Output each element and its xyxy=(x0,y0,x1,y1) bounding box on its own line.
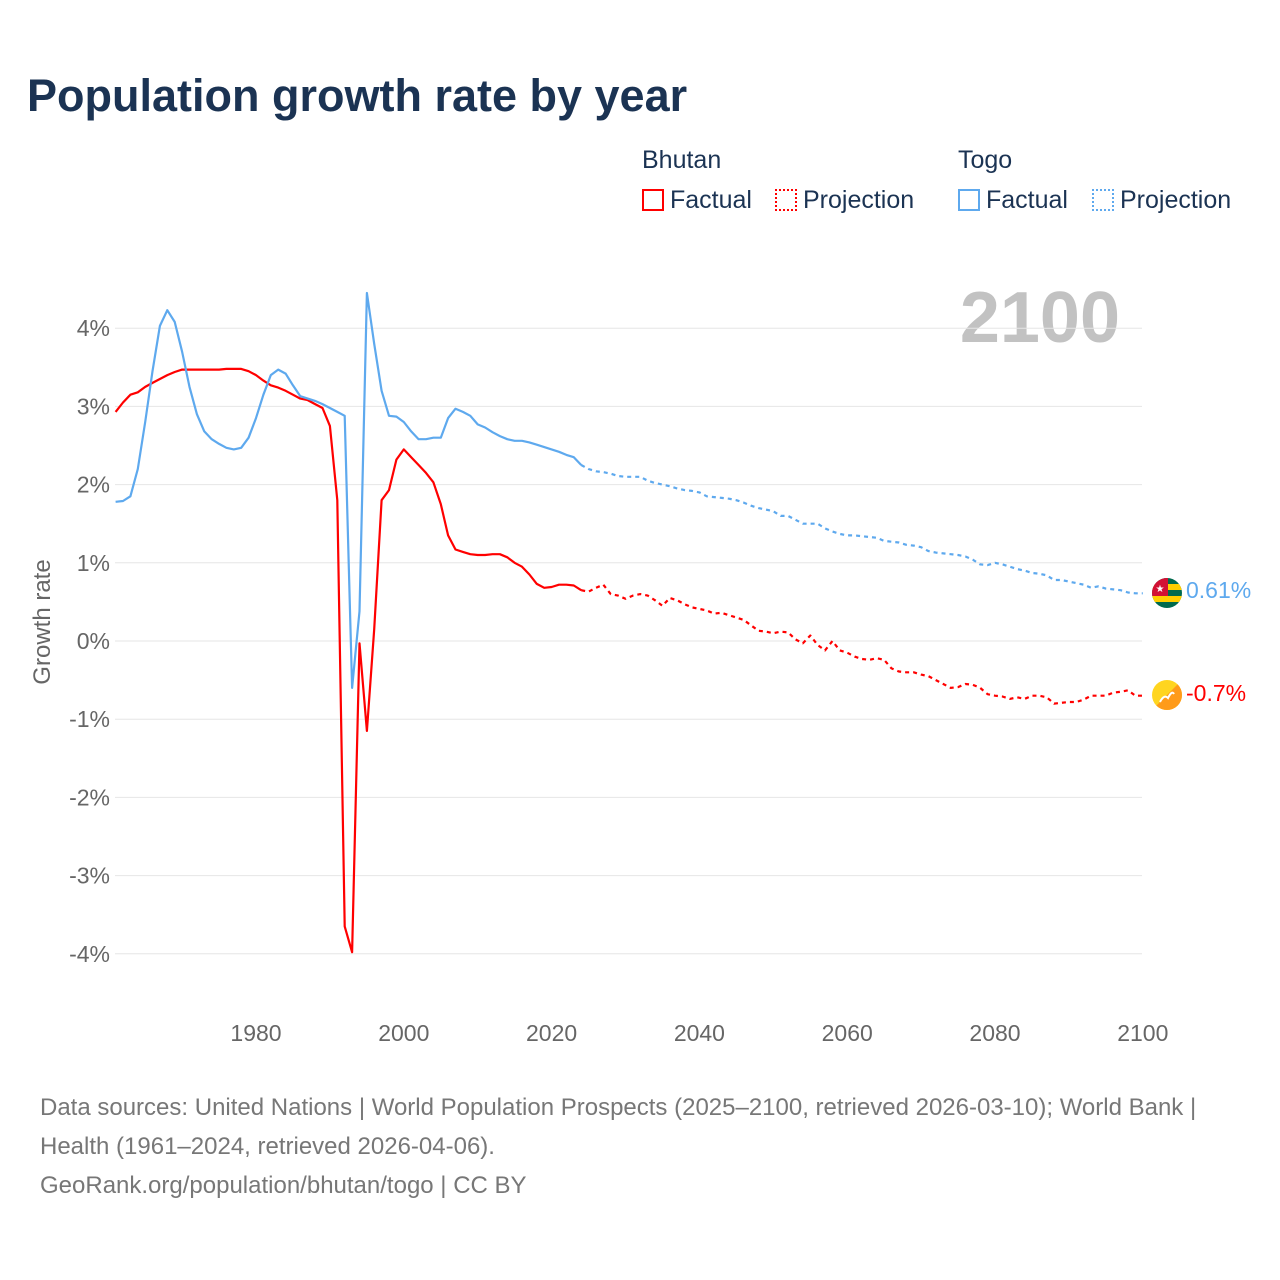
series-line-togo-projection xyxy=(580,464,1143,595)
x-tick-label: 2040 xyxy=(674,1020,725,1046)
legend-swatch xyxy=(642,189,664,211)
x-tick-label: 1980 xyxy=(230,1020,281,1046)
x-tick-label: 2080 xyxy=(969,1020,1020,1046)
data-sources: Data sources: United Nations | World Pop… xyxy=(40,1088,1240,1205)
y-tick-label: 3% xyxy=(77,393,110,419)
y-axis-label: Growth rate xyxy=(29,559,56,684)
sources-text: Data sources: United Nations | World Pop… xyxy=(40,1094,1197,1160)
legend-label: Factual xyxy=(670,186,752,214)
series-line-bhutan-factual xyxy=(114,367,582,954)
legend-label: Factual xyxy=(986,186,1068,214)
y-tick-label: 1% xyxy=(77,550,110,576)
legend-bhutan-factual[interactable]: Factual xyxy=(642,186,752,215)
x-tick-label: 2100 xyxy=(1117,1020,1168,1046)
bhutan-end-label: -0.7% xyxy=(1186,680,1246,706)
legend-label: Projection xyxy=(803,186,915,214)
y-tick-label: 0% xyxy=(77,628,110,654)
x-tick-label: 2000 xyxy=(378,1020,429,1046)
plot-area: 2100 4% 3% 2% 1% 0% -1% -2% -3% -4% 1980 2000 2020 2… xyxy=(29,278,1251,1046)
legend-bhutan-projection[interactable]: Projection xyxy=(775,186,914,215)
y-tick-label: -4% xyxy=(69,941,110,967)
x-tick-label: 2060 xyxy=(822,1020,873,1046)
y-tick-label: -2% xyxy=(69,784,110,810)
y-tick-label: -3% xyxy=(69,863,110,889)
y-tick-label: 4% xyxy=(77,315,110,341)
bhutan-flag-icon xyxy=(1152,680,1182,710)
legend-group-bhutan: Bhutan xyxy=(642,146,722,174)
y-tick-label: 2% xyxy=(77,472,110,498)
sources-link[interactable]: GeoRank.org/population/bhutan/togo | CC … xyxy=(40,1172,527,1199)
legend-togo-factual[interactable]: Factual xyxy=(958,186,1068,215)
x-tick-label: 2020 xyxy=(526,1020,577,1046)
y-tick-label: -1% xyxy=(69,706,110,732)
legend-label: Projection xyxy=(1120,186,1232,214)
legend-group-togo: Togo xyxy=(958,146,1013,174)
togo-flag-icon: ★ xyxy=(1152,578,1182,608)
togo-end-label: 0.61% xyxy=(1186,577,1251,603)
series-line-bhutan-projection xyxy=(580,583,1143,705)
page-title: Population growth rate by year xyxy=(27,70,688,121)
legend-swatch xyxy=(775,189,797,211)
svg-text:★: ★ xyxy=(1156,584,1165,595)
legend-swatch xyxy=(958,189,980,211)
series-line-togo-factual xyxy=(115,291,582,690)
legend-swatch xyxy=(1092,189,1114,211)
year-watermark: 2100 xyxy=(960,278,1120,358)
legend-togo-projection[interactable]: Projection xyxy=(1092,186,1231,215)
